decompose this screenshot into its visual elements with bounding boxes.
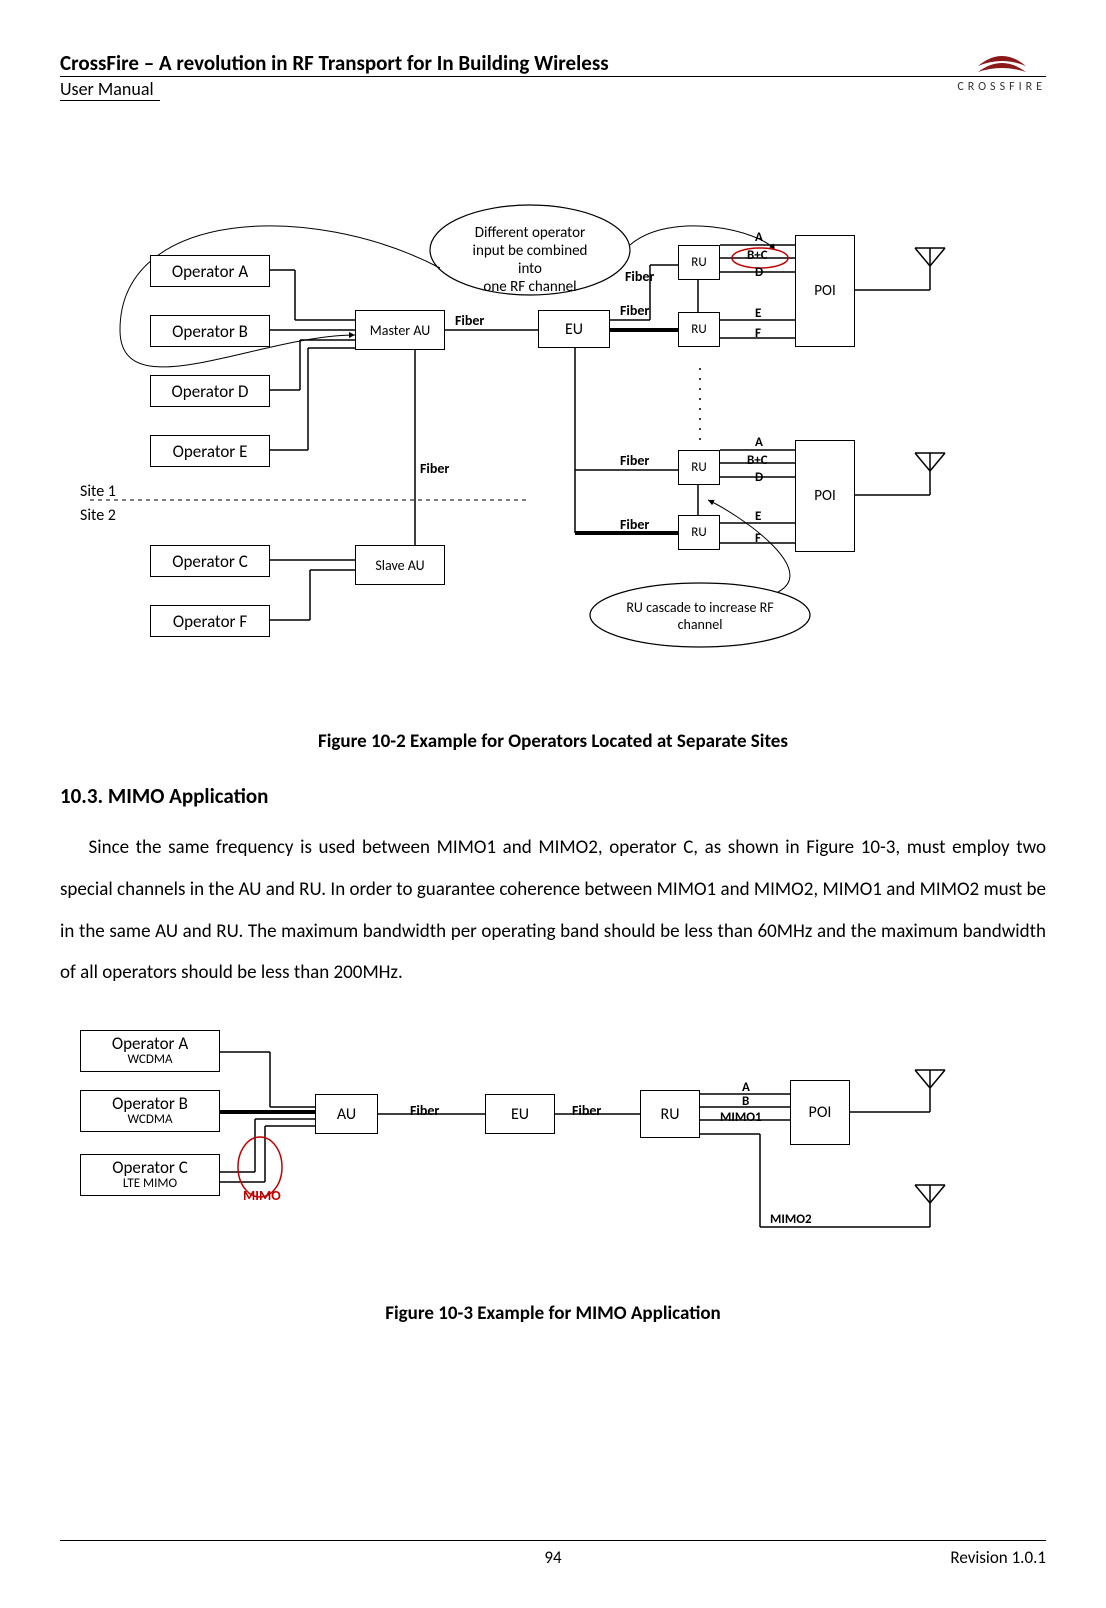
op-label: Operator C — [112, 1159, 188, 1178]
ru-box: RU — [640, 1090, 700, 1138]
fiber-label: Fiber — [572, 1102, 601, 1119]
figure-10-3-caption: Figure 10-3 Example for MIMO Application — [60, 1302, 1046, 1325]
poi-box: POI — [790, 1080, 850, 1145]
revision-label: Revision 1.0.1 — [896, 1547, 1046, 1568]
ru-box: RU — [678, 450, 720, 485]
page: CrossFire – A revolution in RF Transport… — [0, 0, 1106, 1608]
operator-a-box: Operator A — [150, 255, 270, 287]
ch-label: D — [755, 265, 763, 280]
antenna-icon — [915, 453, 945, 495]
page-footer: 94 Revision 1.0.1 — [60, 1540, 1046, 1568]
ch-label: B — [742, 1094, 749, 1109]
operator-a-box: Operator A WCDMA — [80, 1030, 220, 1072]
operator-d-box: Operator D — [150, 375, 270, 407]
op-label: Operator A — [112, 1035, 188, 1054]
op-sublabel: LTE MIMO — [123, 1177, 177, 1191]
ch-label: A — [755, 230, 763, 245]
doc-title: CrossFire – A revolution in RF Transport… — [60, 50, 1046, 76]
footer-rule — [60, 1540, 1046, 1541]
section-body: Since the same frequency is used between… — [60, 827, 1046, 994]
op-label: Operator B — [112, 1095, 188, 1114]
callout-text: Different operator input be combined int… — [460, 224, 600, 296]
callout-text: RU cascade to increase RF channel — [615, 600, 785, 634]
fiber-label: Fiber — [455, 312, 484, 329]
figure-10-2: Operator A Operator B Operator D Operato… — [60, 150, 1046, 710]
fiber-label: Fiber — [410, 1102, 439, 1119]
ch-label: F — [755, 531, 761, 546]
poi-box: POI — [795, 440, 855, 552]
operator-e-box: Operator E — [150, 435, 270, 467]
figure-10-2-caption: Figure 10-2 Example for Operators Locate… — [60, 730, 1046, 753]
logo-text: CROSSFIRE — [957, 80, 1046, 94]
figure-10-3: Operator A WCDMA Operator B WCDMA Operat… — [60, 1012, 1046, 1272]
ch-label: A — [755, 435, 763, 450]
header-rule — [60, 76, 1046, 77]
ch-label: E — [755, 306, 761, 321]
callout-line: channel — [615, 617, 785, 634]
fiber-label: Fiber — [625, 268, 654, 285]
fiber-label: Fiber — [620, 452, 649, 469]
op-sublabel: WCDMA — [128, 1113, 173, 1127]
slave-au-box: Slave AU — [355, 545, 445, 585]
callout-line: one RF channel — [460, 278, 600, 296]
page-header: CrossFire – A revolution in RF Transport… — [60, 50, 1046, 140]
section-heading: 10.3. MIMO Application — [60, 783, 1046, 809]
site1-label: Site 1 — [80, 482, 116, 501]
operator-c-box: Operator C — [150, 545, 270, 577]
ru-box: RU — [678, 312, 720, 347]
mimo2-label: MIMO2 — [770, 1212, 812, 1227]
ru-box: RU — [678, 245, 720, 280]
ch-label: F — [755, 326, 761, 341]
doc-subtitle: User Manual — [60, 78, 160, 101]
ch-label: D — [755, 470, 763, 485]
fiber-label: Fiber — [620, 516, 649, 533]
ch-label: E — [755, 509, 761, 524]
ch-label: B+C — [747, 248, 768, 263]
au-box: AU — [315, 1094, 378, 1134]
operator-b-box: Operator B — [150, 315, 270, 347]
page-number: 94 — [210, 1547, 896, 1568]
fiber-label: Fiber — [420, 460, 449, 477]
logo-flame-icon — [970, 42, 1034, 78]
operator-f-box: Operator F — [150, 605, 270, 637]
ch-label: B+C — [747, 453, 768, 468]
mimo1-label: MIMO1 — [720, 1110, 762, 1125]
ch-label: A — [742, 1080, 750, 1095]
callout-line: input be combined into — [460, 242, 600, 278]
operator-b-box: Operator B WCDMA — [80, 1090, 220, 1132]
op-sublabel: WCDMA — [128, 1053, 173, 1067]
callout-line: Different operator — [460, 224, 600, 242]
master-au-box: Master AU — [355, 310, 445, 350]
antenna-icon — [915, 248, 945, 290]
poi-box: POI — [795, 235, 855, 347]
fiber-label: Fiber — [620, 302, 649, 319]
site2-label: Site 2 — [80, 506, 116, 525]
callout-line: RU cascade to increase RF — [615, 600, 785, 617]
eu-box: EU — [538, 310, 610, 348]
mimo-label: MIMO — [243, 1187, 281, 1204]
logo: CROSSFIRE — [957, 42, 1046, 94]
eu-box: EU — [485, 1094, 555, 1134]
ru-box: RU — [678, 515, 720, 550]
operator-c-box: Operator C LTE MIMO — [80, 1154, 220, 1196]
